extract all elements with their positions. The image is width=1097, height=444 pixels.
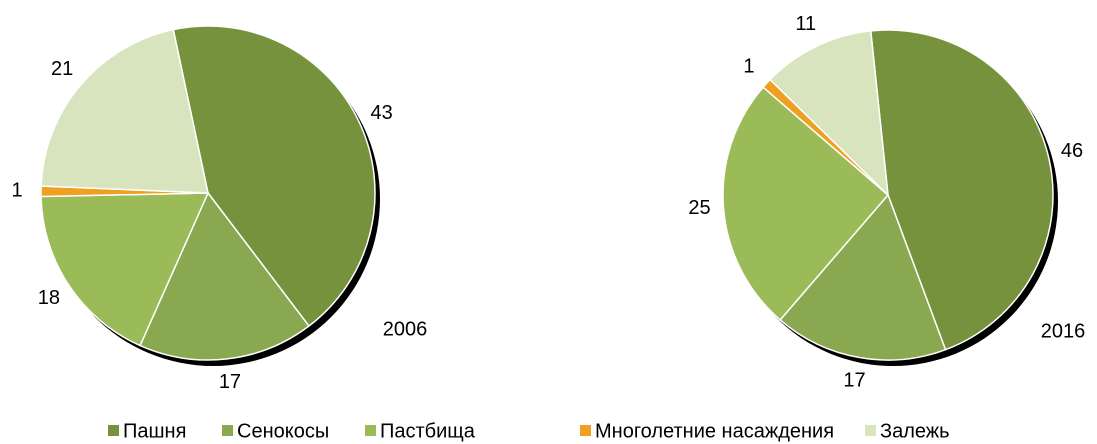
- legend-label: Залежь: [880, 420, 950, 442]
- legend-label: Пастбища: [380, 420, 476, 442]
- pie-slice: [722, 86, 890, 321]
- legend-label: Многолетние насаждения: [595, 420, 834, 442]
- legend-swatch: [580, 425, 591, 436]
- pie-slice: [779, 193, 947, 361]
- pie-slice: [40, 28, 209, 194]
- data-label: 25: [688, 197, 710, 219]
- data-label: 17: [219, 371, 241, 393]
- data-label: 43: [371, 102, 393, 124]
- chart-title: 2006: [383, 318, 428, 340]
- pie-slice: [139, 191, 311, 361]
- legend-label: Сенокосы: [237, 420, 329, 442]
- legend-label: Пашня: [123, 420, 186, 442]
- pie-slice: [769, 30, 889, 197]
- legend-swatch: [865, 425, 876, 436]
- legend-swatch: [108, 425, 119, 436]
- data-label: 11: [795, 13, 816, 35]
- data-label: 46: [1061, 140, 1083, 162]
- data-label: 21: [51, 58, 73, 80]
- legend-swatch: [365, 425, 376, 436]
- data-label: 1: [11, 179, 22, 201]
- pie-slice: [40, 192, 210, 347]
- data-label: 17: [843, 369, 865, 391]
- chart-title: 2016: [1041, 320, 1086, 342]
- data-label: 18: [38, 287, 60, 309]
- pie-slice: [172, 25, 376, 328]
- data-label: 1: [743, 55, 754, 77]
- legend-swatch: [222, 425, 233, 436]
